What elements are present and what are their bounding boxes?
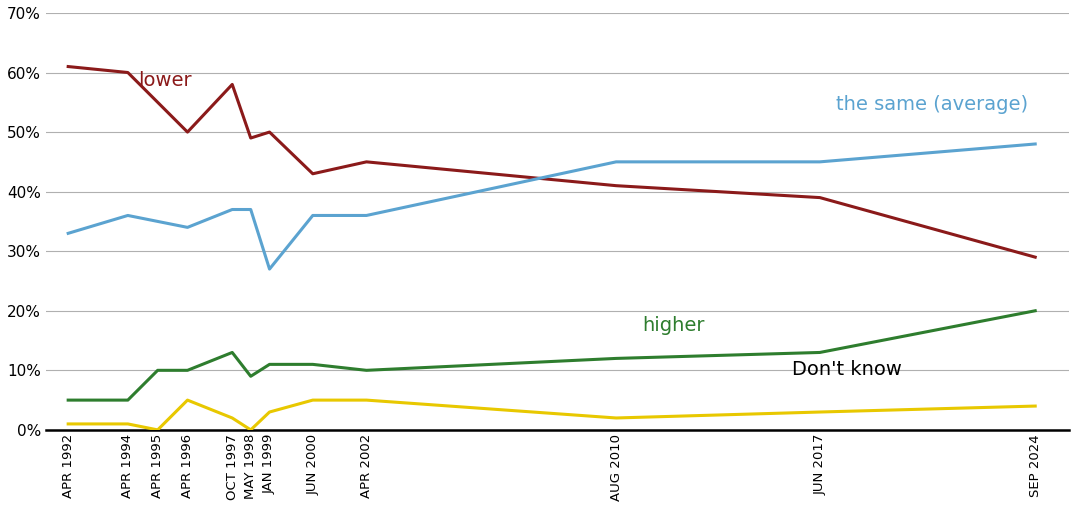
- Text: higher: higher: [642, 315, 705, 335]
- Text: lower: lower: [138, 72, 192, 90]
- Text: Don't know: Don't know: [791, 360, 901, 379]
- Text: the same (average): the same (average): [837, 95, 1028, 114]
